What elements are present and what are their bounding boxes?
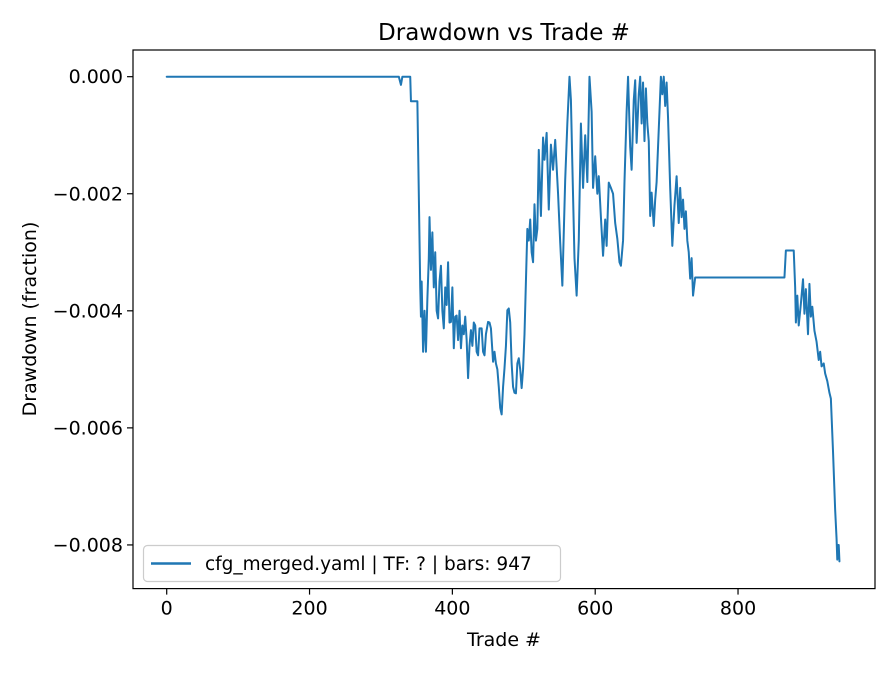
- y-tick-label: −0.006: [53, 417, 123, 439]
- plot-area: [133, 50, 875, 589]
- x-tick-label: 800: [720, 598, 756, 620]
- axis-ticks: 0 200 400 600 800 0.000 −0.002 −0.004 −0.006 −0.0…: [53, 66, 756, 619]
- y-axis-label: Drawdown (fraction): [19, 222, 41, 417]
- y-tick-label: −0.004: [53, 300, 123, 322]
- legend-box: [142, 544, 562, 583]
- x-tick-label: 0: [161, 598, 173, 620]
- x-tick-label: 200: [291, 598, 327, 620]
- plot-border: [132, 49, 876, 590]
- x-tick-label: 600: [577, 598, 613, 620]
- drawdown-line: [165, 75, 841, 563]
- y-tick-label: 0.000: [69, 66, 123, 88]
- y-tick-label: −0.002: [53, 183, 123, 205]
- x-tick-label: 400: [434, 598, 470, 620]
- legend-entry-label: cfg_merged.yaml | TF: ? | bars: 947: [205, 554, 532, 575]
- legend: cfg_merged.yaml | TF: ? | bars: 947: [142, 544, 562, 583]
- x-axis-label: Trade #: [466, 629, 541, 651]
- y-tick-label: −0.008: [53, 534, 123, 556]
- chart-title: Drawdown vs Trade #: [378, 20, 630, 46]
